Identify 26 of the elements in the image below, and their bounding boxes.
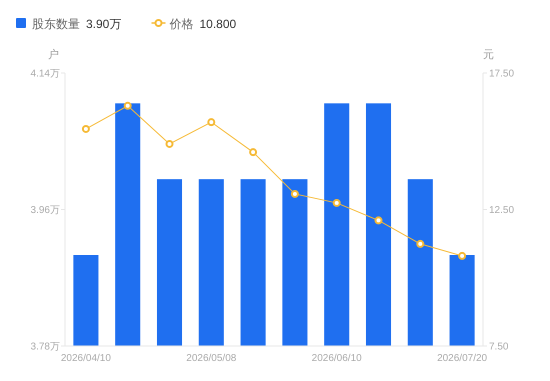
point [374, 216, 382, 224]
point [124, 102, 132, 110]
point [207, 118, 216, 126]
text: 10.800 [200, 17, 237, 31]
y-axis-title: 户 [48, 48, 59, 61]
x-tick-label: 2026/07/20 [437, 353, 488, 364]
point [82, 124, 90, 133]
point [458, 252, 466, 260]
point [416, 240, 424, 248]
point [332, 198, 341, 207]
y-tick-label: 3.96万 [30, 205, 60, 216]
y-tick-label: 3.78万 [30, 342, 60, 352]
text: 3.90万 [86, 17, 122, 31]
point [249, 148, 258, 156]
point [166, 140, 174, 148]
y2-tick-label: 17.50 [489, 68, 514, 80]
y2-tick-label: 12.50 [489, 205, 514, 216]
legend-label: 价格 [168, 17, 194, 31]
y2-axis-title: 元 [483, 49, 494, 61]
y-tick-label: 4.14万 [30, 68, 60, 80]
point [290, 190, 299, 198]
x-tick-label: 2026/06/10 [312, 353, 362, 364]
x-tick-label: 2026/04/10 [60, 353, 112, 364]
x-tick-label: 2026/05/08 [186, 353, 237, 364]
legend-label: 股东数量 [32, 17, 80, 31]
y2-tick-label: 7.50 [489, 342, 509, 352]
